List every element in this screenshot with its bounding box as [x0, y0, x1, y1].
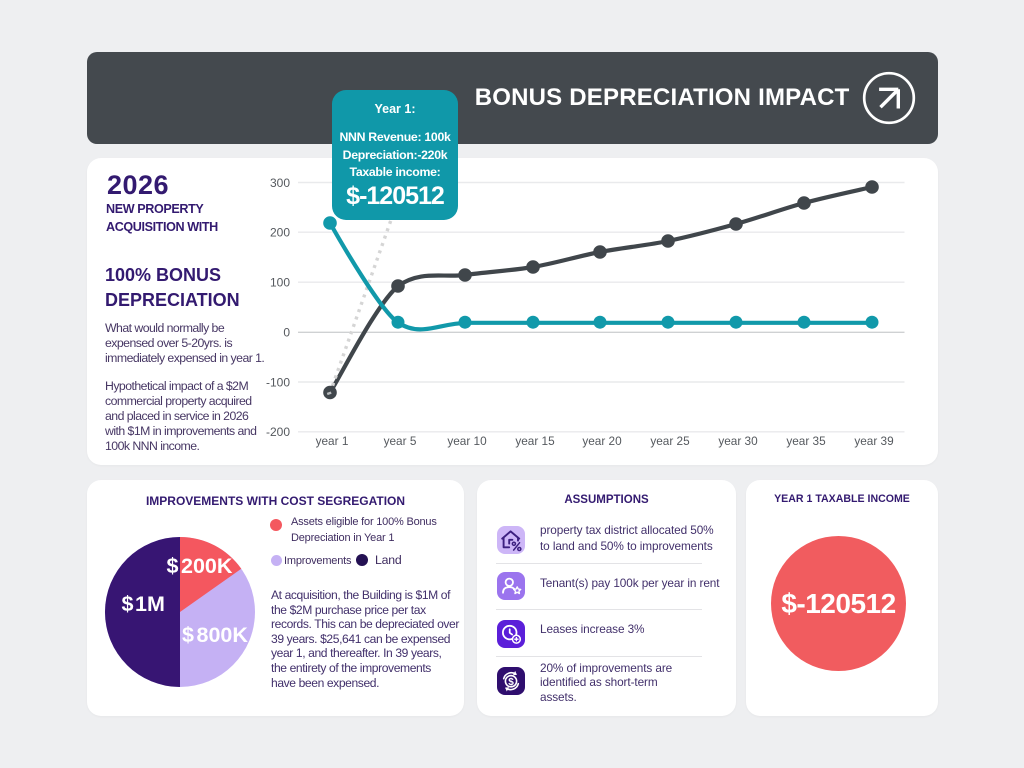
svg-text:$200K: $200K: [167, 554, 233, 578]
svg-text:0: 0: [283, 325, 290, 339]
svg-text:$: $: [508, 677, 514, 688]
svg-text:$800K: $800K: [182, 623, 248, 647]
svg-text:$1M: $1M: [122, 592, 165, 616]
svg-text:year 5: year 5: [384, 434, 417, 448]
svg-text:year 15: year 15: [515, 434, 555, 448]
svg-text:300: 300: [270, 175, 290, 189]
svg-text:year 20: year 20: [582, 434, 622, 448]
svg-text:-100: -100: [266, 375, 290, 389]
svg-text:-200: -200: [266, 425, 290, 439]
svg-text:year 10: year 10: [447, 434, 487, 448]
svg-text:year 39: year 39: [854, 434, 893, 448]
svg-text:year 35: year 35: [786, 434, 826, 448]
svg-text:100: 100: [270, 275, 290, 289]
svg-text:year 1: year 1: [316, 434, 349, 448]
svg-text:year 25: year 25: [650, 434, 690, 448]
svg-text:200: 200: [270, 225, 290, 239]
svg-text:year 30: year 30: [718, 434, 758, 448]
